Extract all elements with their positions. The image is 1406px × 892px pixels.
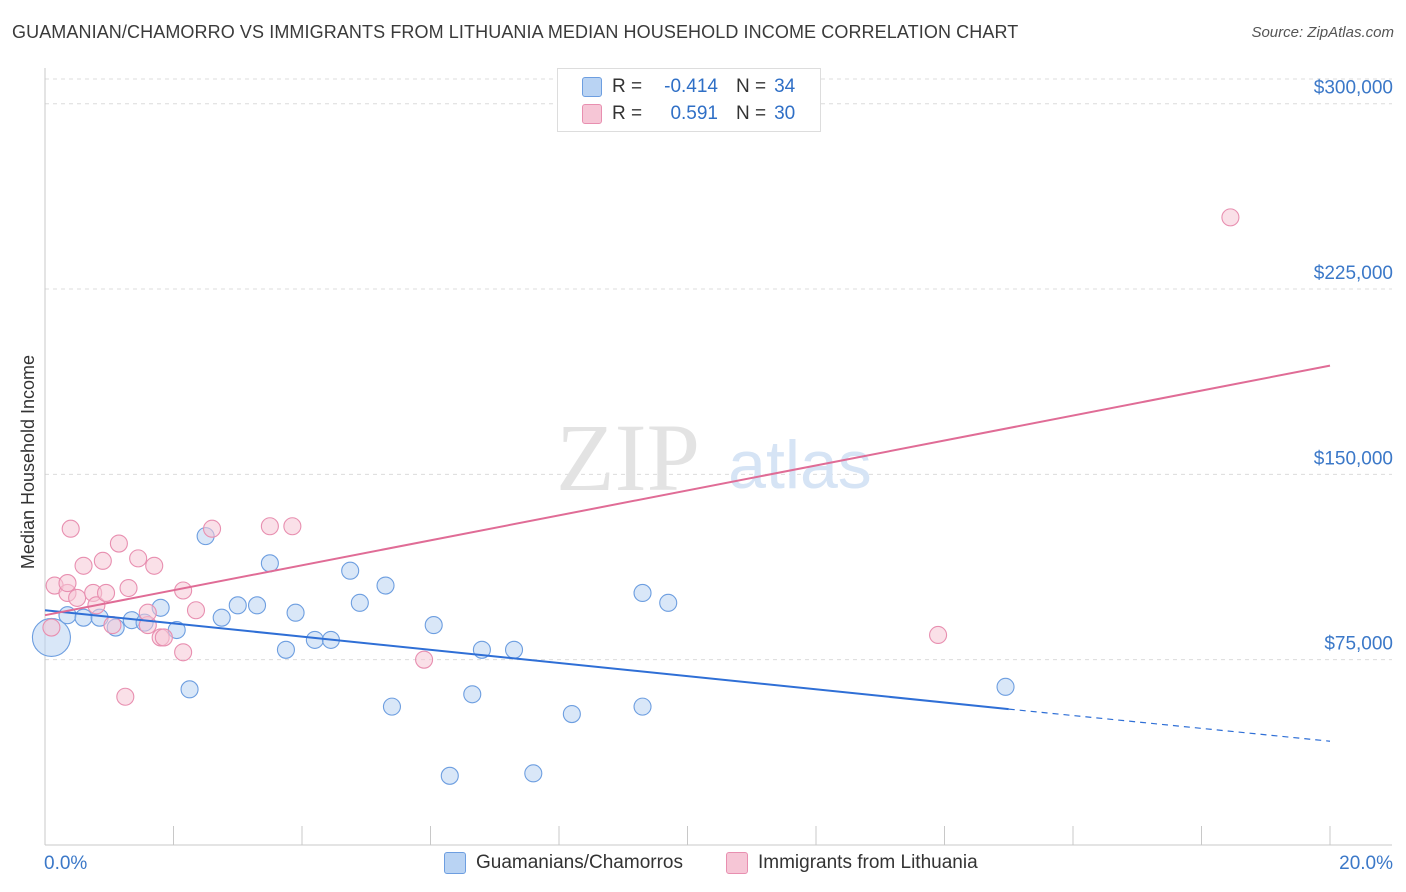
point-guamanian xyxy=(382,697,402,716)
legend-row-pink: R = 0.591 N = 30 xyxy=(582,102,795,126)
legend-n-label: N = xyxy=(736,76,767,97)
point-guamanian xyxy=(74,608,93,627)
y-tick-label: $75,000 xyxy=(1324,634,1393,655)
point-guamanian xyxy=(424,616,443,635)
label-layer: $75,000 $150,000 $225,000 $300,000 0.0% 20.0%… xyxy=(18,78,1393,874)
point-lithuania xyxy=(119,578,138,598)
point-lithuania xyxy=(74,556,93,575)
point-lithuania xyxy=(116,687,135,706)
point-guamanian xyxy=(350,593,369,612)
point-lithuania xyxy=(61,519,80,538)
y-tick-label: $300,000 xyxy=(1314,78,1393,99)
point-lithuania xyxy=(129,549,148,568)
point-lithuania xyxy=(109,534,128,553)
point-guamanian xyxy=(247,596,267,615)
point-lithuania xyxy=(68,588,87,607)
point-lithuania xyxy=(145,556,164,575)
point-guamanian xyxy=(212,608,231,627)
legend-n-value: 30 xyxy=(774,103,796,124)
legend-swatch-blue xyxy=(582,77,602,97)
point-lithuania xyxy=(103,616,122,635)
point-lithuania xyxy=(1221,208,1240,227)
point-guamanian xyxy=(180,680,199,699)
points-layer xyxy=(31,208,1240,785)
point-lithuania xyxy=(186,601,206,620)
point-lithuania xyxy=(138,603,157,622)
bottom-legend-label-series2: Immigrants from Lithuania xyxy=(758,852,978,873)
point-guamanian xyxy=(996,677,1015,696)
trendline-guamanian xyxy=(44,609,1009,711)
legend-r-label: R = xyxy=(612,103,643,124)
watermark-zip: ZIP xyxy=(556,404,700,511)
point-guamanian xyxy=(31,617,71,657)
point-lithuania xyxy=(929,625,948,645)
axis-layer xyxy=(44,68,1392,846)
legend-r-value: -0.414 xyxy=(664,76,718,97)
point-guamanian xyxy=(376,576,395,595)
y-tick-label: $150,000 xyxy=(1314,448,1393,469)
legend-swatch-pink xyxy=(582,104,602,124)
trend-layer xyxy=(44,364,1331,742)
bottom-legend-swatch-blue xyxy=(444,852,466,874)
source-label: Source: ZipAtlas.com xyxy=(1251,24,1394,41)
point-guamanian xyxy=(562,704,581,724)
point-guamanian xyxy=(440,766,459,785)
point-guamanian xyxy=(341,561,360,580)
point-lithuania xyxy=(58,574,77,593)
trendline-guamanian-extension xyxy=(1008,708,1331,742)
point-guamanian xyxy=(524,764,543,783)
chart-title: GUAMANIAN/CHAMORRO VS IMMIGRANTS FROM LI… xyxy=(12,22,1019,42)
bottom-legend-swatch-pink xyxy=(726,852,748,874)
point-lithuania xyxy=(283,517,302,536)
bottom-legend-series2: Immigrants from Lithuania xyxy=(726,852,978,874)
legend-r-label: R = xyxy=(612,76,643,97)
watermark: ZIP atlas xyxy=(556,404,872,511)
point-guamanian xyxy=(305,630,324,649)
point-lithuania xyxy=(154,628,173,647)
point-guamanian xyxy=(276,640,295,659)
point-guamanian xyxy=(659,593,678,612)
x-tick-label-right: 20.0% xyxy=(1339,853,1393,874)
point-lithuania xyxy=(42,618,61,637)
trendline-lithuania xyxy=(44,364,1331,617)
x-tick-label-left: 0.0% xyxy=(44,853,87,874)
watermark-atlas: atlas xyxy=(728,427,872,503)
point-lithuania xyxy=(203,519,222,538)
point-guamanian xyxy=(633,583,652,603)
point-guamanian xyxy=(286,603,305,622)
point-lithuania xyxy=(260,517,279,536)
legend-n-label: N = xyxy=(736,103,767,124)
bottom-legend-series1: Guamanians/Chamorros xyxy=(444,852,683,874)
correlation-legend: R = -0.414 N = 34 R = 0.591 N = 30 xyxy=(557,68,821,132)
point-guamanian xyxy=(463,685,482,704)
y-axis-title: Median Household Income xyxy=(18,355,38,569)
point-lithuania xyxy=(174,643,193,662)
point-lithuania xyxy=(415,650,434,669)
point-lithuania xyxy=(93,551,112,570)
point-guamanian xyxy=(260,554,279,573)
y-tick-label: $225,000 xyxy=(1314,263,1393,284)
point-lithuania xyxy=(96,583,116,603)
point-guamanian xyxy=(228,596,247,615)
point-guamanian xyxy=(504,640,524,659)
legend-r-value: 0.591 xyxy=(670,103,718,124)
grid-layer xyxy=(45,78,1392,661)
bottom-legend-label-series1: Guamanians/Chamorros xyxy=(476,852,683,873)
point-guamanian xyxy=(633,697,652,716)
legend-n-value: 34 xyxy=(774,76,796,97)
legend-row-blue: R = -0.414 N = 34 xyxy=(582,75,795,99)
